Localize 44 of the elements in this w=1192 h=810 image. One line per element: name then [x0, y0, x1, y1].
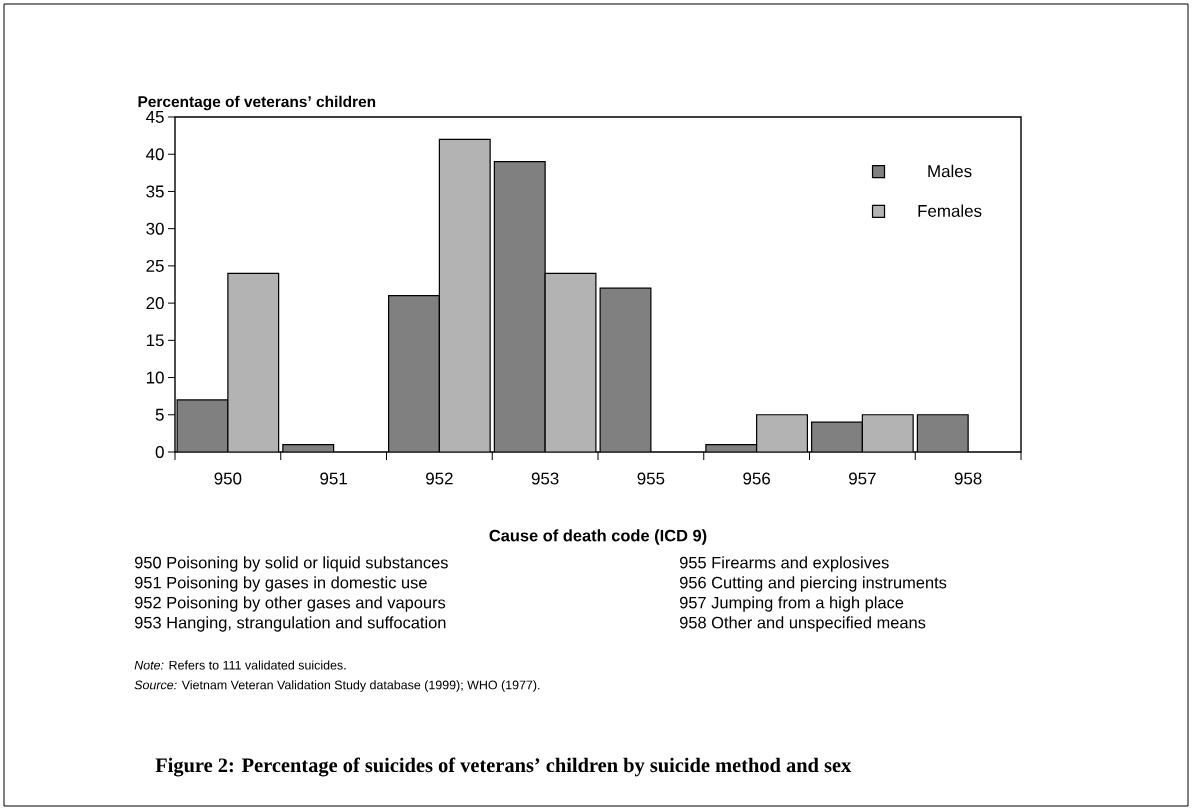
- y-tick-label: 30: [146, 222, 164, 235]
- y-tick-label: 5: [155, 408, 164, 421]
- bar: [916, 414, 969, 452]
- x-tick-label: 955: [637, 472, 665, 485]
- bar: [599, 287, 652, 452]
- y-tick-label: 15: [146, 334, 164, 347]
- x-tick-label: 952: [426, 472, 453, 485]
- text: Source: Vietnam Veteran Validation Study database (1999); WHO (1977).: [134, 680, 540, 692]
- y-tick-label: 10: [146, 371, 164, 384]
- x-tick-label: 956: [743, 472, 771, 485]
- bar: [177, 399, 228, 452]
- x-axis-title: Cause of death code (ICD 9): [489, 529, 707, 545]
- x-tick-label: 958: [954, 472, 982, 485]
- bar: [493, 161, 546, 452]
- bar: [544, 272, 597, 452]
- text: Males: [928, 164, 972, 178]
- bar: [438, 138, 491, 452]
- y-axis-title: Percentage of veterans’ children: [138, 95, 376, 111]
- text: 957 Jumping from a high place: [679, 596, 904, 612]
- text: 951 Poisoning by gases in domestic use: [134, 576, 427, 592]
- y-tick-label: 25: [146, 259, 164, 272]
- y-tick-label: 40: [146, 148, 164, 161]
- text: 958 Other and unspecified means: [679, 616, 926, 632]
- bar: [811, 421, 863, 452]
- bar: [756, 414, 808, 452]
- x-tick-label: 951: [320, 472, 347, 485]
- x-tick-label: 953: [531, 472, 559, 485]
- legend-label: Females: [918, 204, 982, 217]
- x-tick-label: 950: [214, 472, 242, 485]
- y-tick-label: 45: [146, 111, 164, 123]
- y-tick-label: 35: [146, 185, 164, 198]
- text: 952 Poisoning by other gases and vapours: [134, 596, 446, 612]
- text: 956 Cutting and piercing instruments: [679, 576, 947, 592]
- y-tick-label: 20: [146, 297, 164, 310]
- text: Note: Refers to 111 validated suicides.: [134, 660, 346, 670]
- text: 950 Poisoning by solid or liquid substances: [134, 556, 448, 572]
- x-tick-label: 957: [849, 472, 876, 485]
- bar: [861, 414, 914, 452]
- y-tick-label: 0: [155, 446, 164, 458]
- text: Figure 2: Percentage of suicides of veterans’ children by suicide method and sex: [155, 757, 852, 777]
- text: 955 Firearms and explosives: [679, 556, 889, 572]
- bar: [227, 273, 279, 452]
- text: 953 Hanging, strangulation and suffocation: [134, 616, 446, 632]
- bar: [388, 295, 440, 452]
